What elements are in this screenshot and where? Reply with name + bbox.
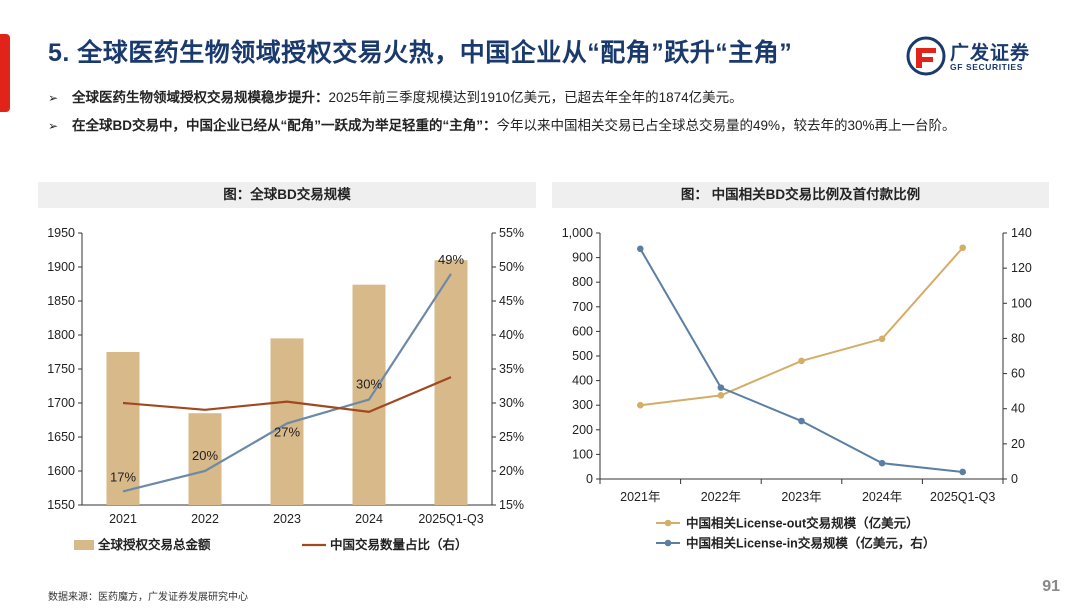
y-tick-label-right: 120 — [1011, 261, 1032, 275]
y-tick-label-right: 40% — [499, 328, 524, 342]
chart-global-bd: 1950 1900 1850 1800 1750 1700 1650 1600 1550 55% 5… — [47, 226, 524, 552]
bullet-item: ➢ 在全球BD交易中，中国企业已经从“配角”一跃成为举足轻重的“主角”：今年以来… — [48, 112, 1048, 140]
y-tick-label-right: 30% — [499, 396, 524, 410]
license-out-point — [637, 401, 644, 409]
legend-swatch-bar — [74, 540, 94, 550]
line-china-count-share — [122, 376, 452, 413]
license-in-point — [637, 245, 644, 253]
page-number: 91 — [1042, 578, 1060, 595]
x-tick-label: 2025Q1-Q3 — [418, 512, 483, 526]
x-tick-label: 2021年 — [620, 490, 660, 504]
data-label: 17% — [110, 469, 136, 484]
y-tick-label-left: 100 — [572, 447, 593, 461]
license-in-point — [798, 417, 805, 425]
bullet-text: 2025年前三季度规模达到1910亿美元，已超去年全年的1874亿美元。 — [328, 90, 743, 105]
legend-label: 全球授权交易总金额 — [97, 537, 211, 552]
y-tick-label-left: 300 — [572, 398, 593, 412]
y-tick-label-left: 200 — [572, 423, 593, 437]
legend-label: 中国交易数量占比（右） — [330, 537, 468, 552]
y-tick-label-right: 15% — [499, 498, 524, 512]
y-tick-label-right: 25% — [499, 430, 524, 444]
x-tick-label: 2023年 — [781, 490, 821, 504]
legend-label: 中国相关License-in交易规模（亿美元，右） — [686, 536, 935, 551]
y-tick-label-left: 900 — [572, 251, 593, 265]
logo-cn-text: 广发证券 — [950, 43, 1031, 64]
page-title: 5. 全球医药生物领域授权交易火热，中国企业从“配角”跃升“主角” — [48, 39, 793, 67]
y-tick-label-right: 40 — [1011, 402, 1025, 416]
y-tick-label-left: 1900 — [47, 260, 75, 274]
x-tick-label: 2021 — [109, 512, 137, 526]
y-tick-label-right: 20% — [499, 464, 524, 478]
bar — [270, 338, 304, 505]
y-tick-label-left: 1,000 — [562, 226, 593, 240]
data-label: 30% — [356, 377, 382, 392]
y-tick-label-left: 600 — [572, 324, 593, 338]
y-tick-label-right: 80 — [1011, 331, 1025, 345]
y-tick-label-right: 55% — [499, 226, 524, 240]
y-tick-label-right: 60 — [1011, 367, 1025, 381]
bullet-item: ➢ 全球医药生物领域授权交易规模稳步提升：2025年前三季度规模达到1910亿美… — [48, 84, 1048, 112]
x-tick-label: 2022 — [191, 512, 219, 526]
legend-swatch-marker — [664, 539, 672, 547]
y-tick-label-left: 400 — [572, 374, 593, 388]
x-tick-label: 2022年 — [701, 490, 741, 504]
y-tick-label-left: 0 — [586, 472, 593, 486]
bullet-list: ➢ 全球医药生物领域授权交易规模稳步提升：2025年前三季度规模达到1910亿美… — [48, 84, 1048, 140]
data-source: 数据来源：医药魔方，广发证券发展研究中心 — [48, 592, 248, 603]
company-logo: 广发证券 GF SECURITIES — [906, 36, 1046, 76]
y-tick-label-left: 800 — [572, 275, 593, 289]
x-tick-label: 2024 — [355, 512, 383, 526]
y-tick-label-left: 1550 — [47, 498, 75, 512]
arrow-icon: ➢ — [48, 91, 59, 105]
y-tick-label-left: 1800 — [47, 328, 75, 342]
y-tick-label-left: 500 — [572, 349, 593, 363]
y-tick-label-left: 700 — [572, 300, 593, 314]
chart-china-bd: 1,00090080070060050040030020010001401201… — [562, 226, 1032, 551]
chart1-title: 图：全球BD交易规模 — [38, 182, 536, 208]
y-tick-label-right: 100 — [1011, 296, 1032, 310]
license-out-point — [717, 392, 725, 399]
y-tick-label-left: 1700 — [47, 396, 75, 410]
license-in-point — [959, 468, 966, 476]
y-tick-label-left: 1750 — [47, 362, 75, 376]
accent-bar — [0, 34, 10, 112]
bullet-bold: 全球医药生物领域授权交易规模稳步提升： — [72, 90, 329, 105]
y-tick-label-right: 45% — [499, 294, 524, 308]
data-label: 49% — [438, 252, 464, 267]
license-out-line — [640, 247, 964, 407]
bar — [352, 284, 386, 505]
y-tick-label-right: 140 — [1011, 226, 1032, 240]
y-tick-label-right: 35% — [499, 362, 524, 376]
y-tick-label-left: 1950 — [47, 226, 75, 240]
bullet-bold: 在全球BD交易中，中国企业已经从“配角”一跃成为举足轻重的“主角”： — [72, 118, 497, 133]
x-tick-label: 2025Q1-Q3 — [930, 490, 995, 504]
license-out-point — [959, 244, 966, 252]
gf-logo-icon — [906, 36, 946, 76]
y-tick-label-right: 20 — [1011, 437, 1025, 451]
y-tick-label-right: 50% — [499, 260, 524, 274]
license-out-point — [798, 357, 805, 365]
data-label: 20% — [192, 448, 218, 463]
license-out-point — [878, 335, 886, 343]
y-tick-label-left: 1850 — [47, 294, 75, 308]
bar — [188, 413, 222, 505]
data-label: 27% — [274, 424, 300, 439]
license-in-point — [717, 384, 725, 391]
logo-en-text: GF SECURITIES — [950, 62, 1023, 72]
x-tick-label: 2023 — [273, 512, 301, 526]
bar — [106, 352, 140, 505]
bullet-text: 今年以来中国相关交易已占全球总交易量的49%，较去年的30%再上一台阶。 — [496, 118, 956, 133]
legend-swatch-marker — [664, 519, 672, 527]
y-tick-label-left: 1650 — [47, 430, 75, 444]
chart2-title: 图： 中国相关BD交易比例及首付款比例 — [552, 182, 1049, 208]
y-tick-label-right: 0 — [1011, 472, 1018, 486]
legend-label: 中国相关License-out交易规模（亿美元） — [686, 516, 919, 531]
y-tick-label-left: 1600 — [47, 464, 75, 478]
license-in-point — [878, 459, 886, 467]
x-tick-label: 2024年 — [862, 490, 902, 504]
line-china-share — [122, 273, 452, 493]
arrow-icon: ➢ — [48, 119, 59, 133]
